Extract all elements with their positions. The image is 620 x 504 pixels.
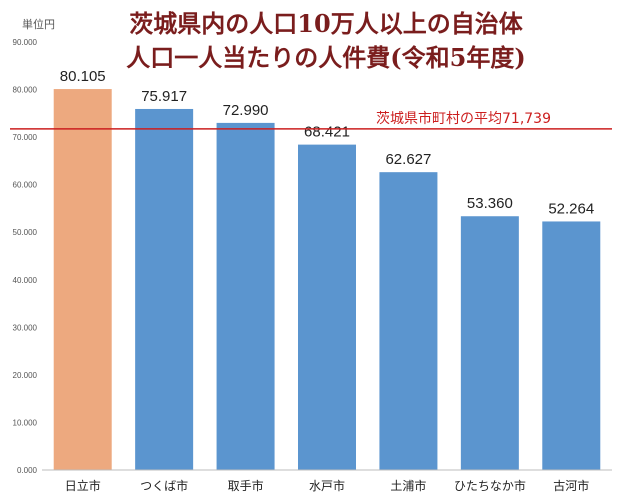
y-tick-label: 60.000 [13,181,38,190]
bar-value-label: 53.360 [467,195,513,212]
category-label: 日立市 [65,478,101,493]
category-label: つくば市 [140,478,188,493]
y-tick-label: 50.000 [13,228,38,237]
category-label: 水戸市 [309,478,345,493]
category-label: 古河市 [553,478,589,493]
bar-value-label: 62.627 [385,151,431,168]
y-tick-label: 90.000 [13,38,38,47]
y-tick-label: 40.000 [13,276,38,285]
bar-value-label: 75.917 [141,88,187,105]
unit-label: 単位円 [22,17,55,31]
category-labels-group: 日立市 つくば市 取手市 水戸市 土浦市 ひたちなか市 古河市 [65,478,590,493]
bar-value-label: 68.421 [304,124,350,141]
category-label: 取手市 [228,478,264,493]
y-tick-label: 80.000 [13,86,38,95]
value-labels-group: 80.105 75.917 72.990 68.421 62.627 53.360 52.2… [60,68,594,217]
category-label: 土浦市 [390,478,426,493]
average-label-text: 茨城県市町村の平均 [376,110,502,127]
category-label: ひたちなか市 [454,478,526,493]
bar-value-label: 52.264 [548,200,594,217]
bar [216,122,275,470]
average-label-value: 71,739 [502,111,551,127]
bar [298,144,356,471]
chart-subtitle: 人口一人当たりの人件費(令和5年度) [126,43,525,72]
bar-value-label: 72.990 [223,102,269,119]
y-tick-label: 20.000 [13,371,38,380]
y-tick-label: 0.000 [17,466,38,475]
bar-value-label: 80.105 [60,68,106,85]
chart-title: 茨城県内の人口10万人以上の自治体 [129,9,523,38]
bar [460,216,519,470]
y-axis-ticks: 0.000 10.000 20.000 30.000 40.000 50.000 60.00… [13,38,38,475]
bar [542,221,601,470]
y-tick-label: 10.000 [13,418,38,427]
bar [379,172,438,470]
bars-group [53,89,601,471]
average-label: 茨城県市町村の平均71,739 [376,110,551,127]
bar [135,108,194,471]
bar [53,89,112,471]
y-tick-label: 70.000 [13,133,38,142]
y-tick-label: 30.000 [13,323,38,332]
